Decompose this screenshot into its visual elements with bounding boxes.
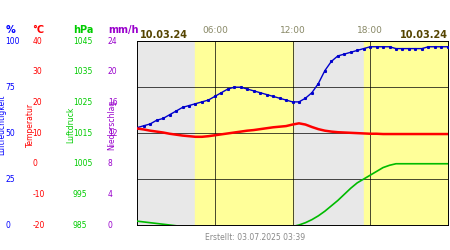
Text: 20: 20 bbox=[32, 98, 42, 107]
Text: 8: 8 bbox=[108, 159, 113, 168]
Text: 20: 20 bbox=[108, 67, 117, 76]
Text: 1005: 1005 bbox=[73, 159, 92, 168]
Text: 40: 40 bbox=[32, 37, 42, 46]
Text: Luftfeuchtigkeit: Luftfeuchtigkeit bbox=[0, 95, 7, 155]
Text: 75: 75 bbox=[5, 83, 15, 92]
Text: 1025: 1025 bbox=[73, 98, 92, 107]
Text: 24: 24 bbox=[108, 37, 117, 46]
Text: 18:00: 18:00 bbox=[357, 26, 383, 35]
Text: 4: 4 bbox=[108, 190, 113, 199]
Bar bbox=[195, 41, 292, 225]
Text: 985: 985 bbox=[73, 220, 87, 230]
Text: Erstellt: 03.07.2025 03:39: Erstellt: 03.07.2025 03:39 bbox=[205, 234, 305, 242]
Text: 995: 995 bbox=[73, 190, 87, 199]
Text: 16: 16 bbox=[108, 98, 117, 107]
Text: 10.03.24: 10.03.24 bbox=[140, 30, 188, 40]
Text: Luftdruck: Luftdruck bbox=[67, 107, 76, 143]
Text: 0: 0 bbox=[32, 159, 37, 168]
Text: 12: 12 bbox=[108, 128, 117, 138]
Text: mm/h: mm/h bbox=[108, 25, 139, 35]
Text: 0: 0 bbox=[108, 220, 113, 230]
Text: Niederschlag: Niederschlag bbox=[107, 100, 116, 150]
Text: 100: 100 bbox=[5, 37, 20, 46]
Text: 10.03.24: 10.03.24 bbox=[400, 30, 448, 40]
Text: 25: 25 bbox=[5, 174, 15, 184]
Text: -10: -10 bbox=[32, 190, 45, 199]
Text: 1045: 1045 bbox=[73, 37, 92, 46]
Text: %: % bbox=[5, 25, 15, 35]
Text: 50: 50 bbox=[5, 128, 15, 138]
Text: hPa: hPa bbox=[73, 25, 93, 35]
Text: 1035: 1035 bbox=[73, 67, 92, 76]
Text: 10: 10 bbox=[32, 128, 42, 138]
Text: 1015: 1015 bbox=[73, 128, 92, 138]
Text: -20: -20 bbox=[32, 220, 45, 230]
Text: 30: 30 bbox=[32, 67, 42, 76]
Text: Temperatur: Temperatur bbox=[26, 103, 35, 147]
Text: 0: 0 bbox=[5, 220, 10, 230]
Text: 06:00: 06:00 bbox=[202, 26, 228, 35]
Text: °C: °C bbox=[32, 25, 45, 35]
Bar bbox=[364, 41, 448, 225]
Text: 12:00: 12:00 bbox=[279, 26, 306, 35]
